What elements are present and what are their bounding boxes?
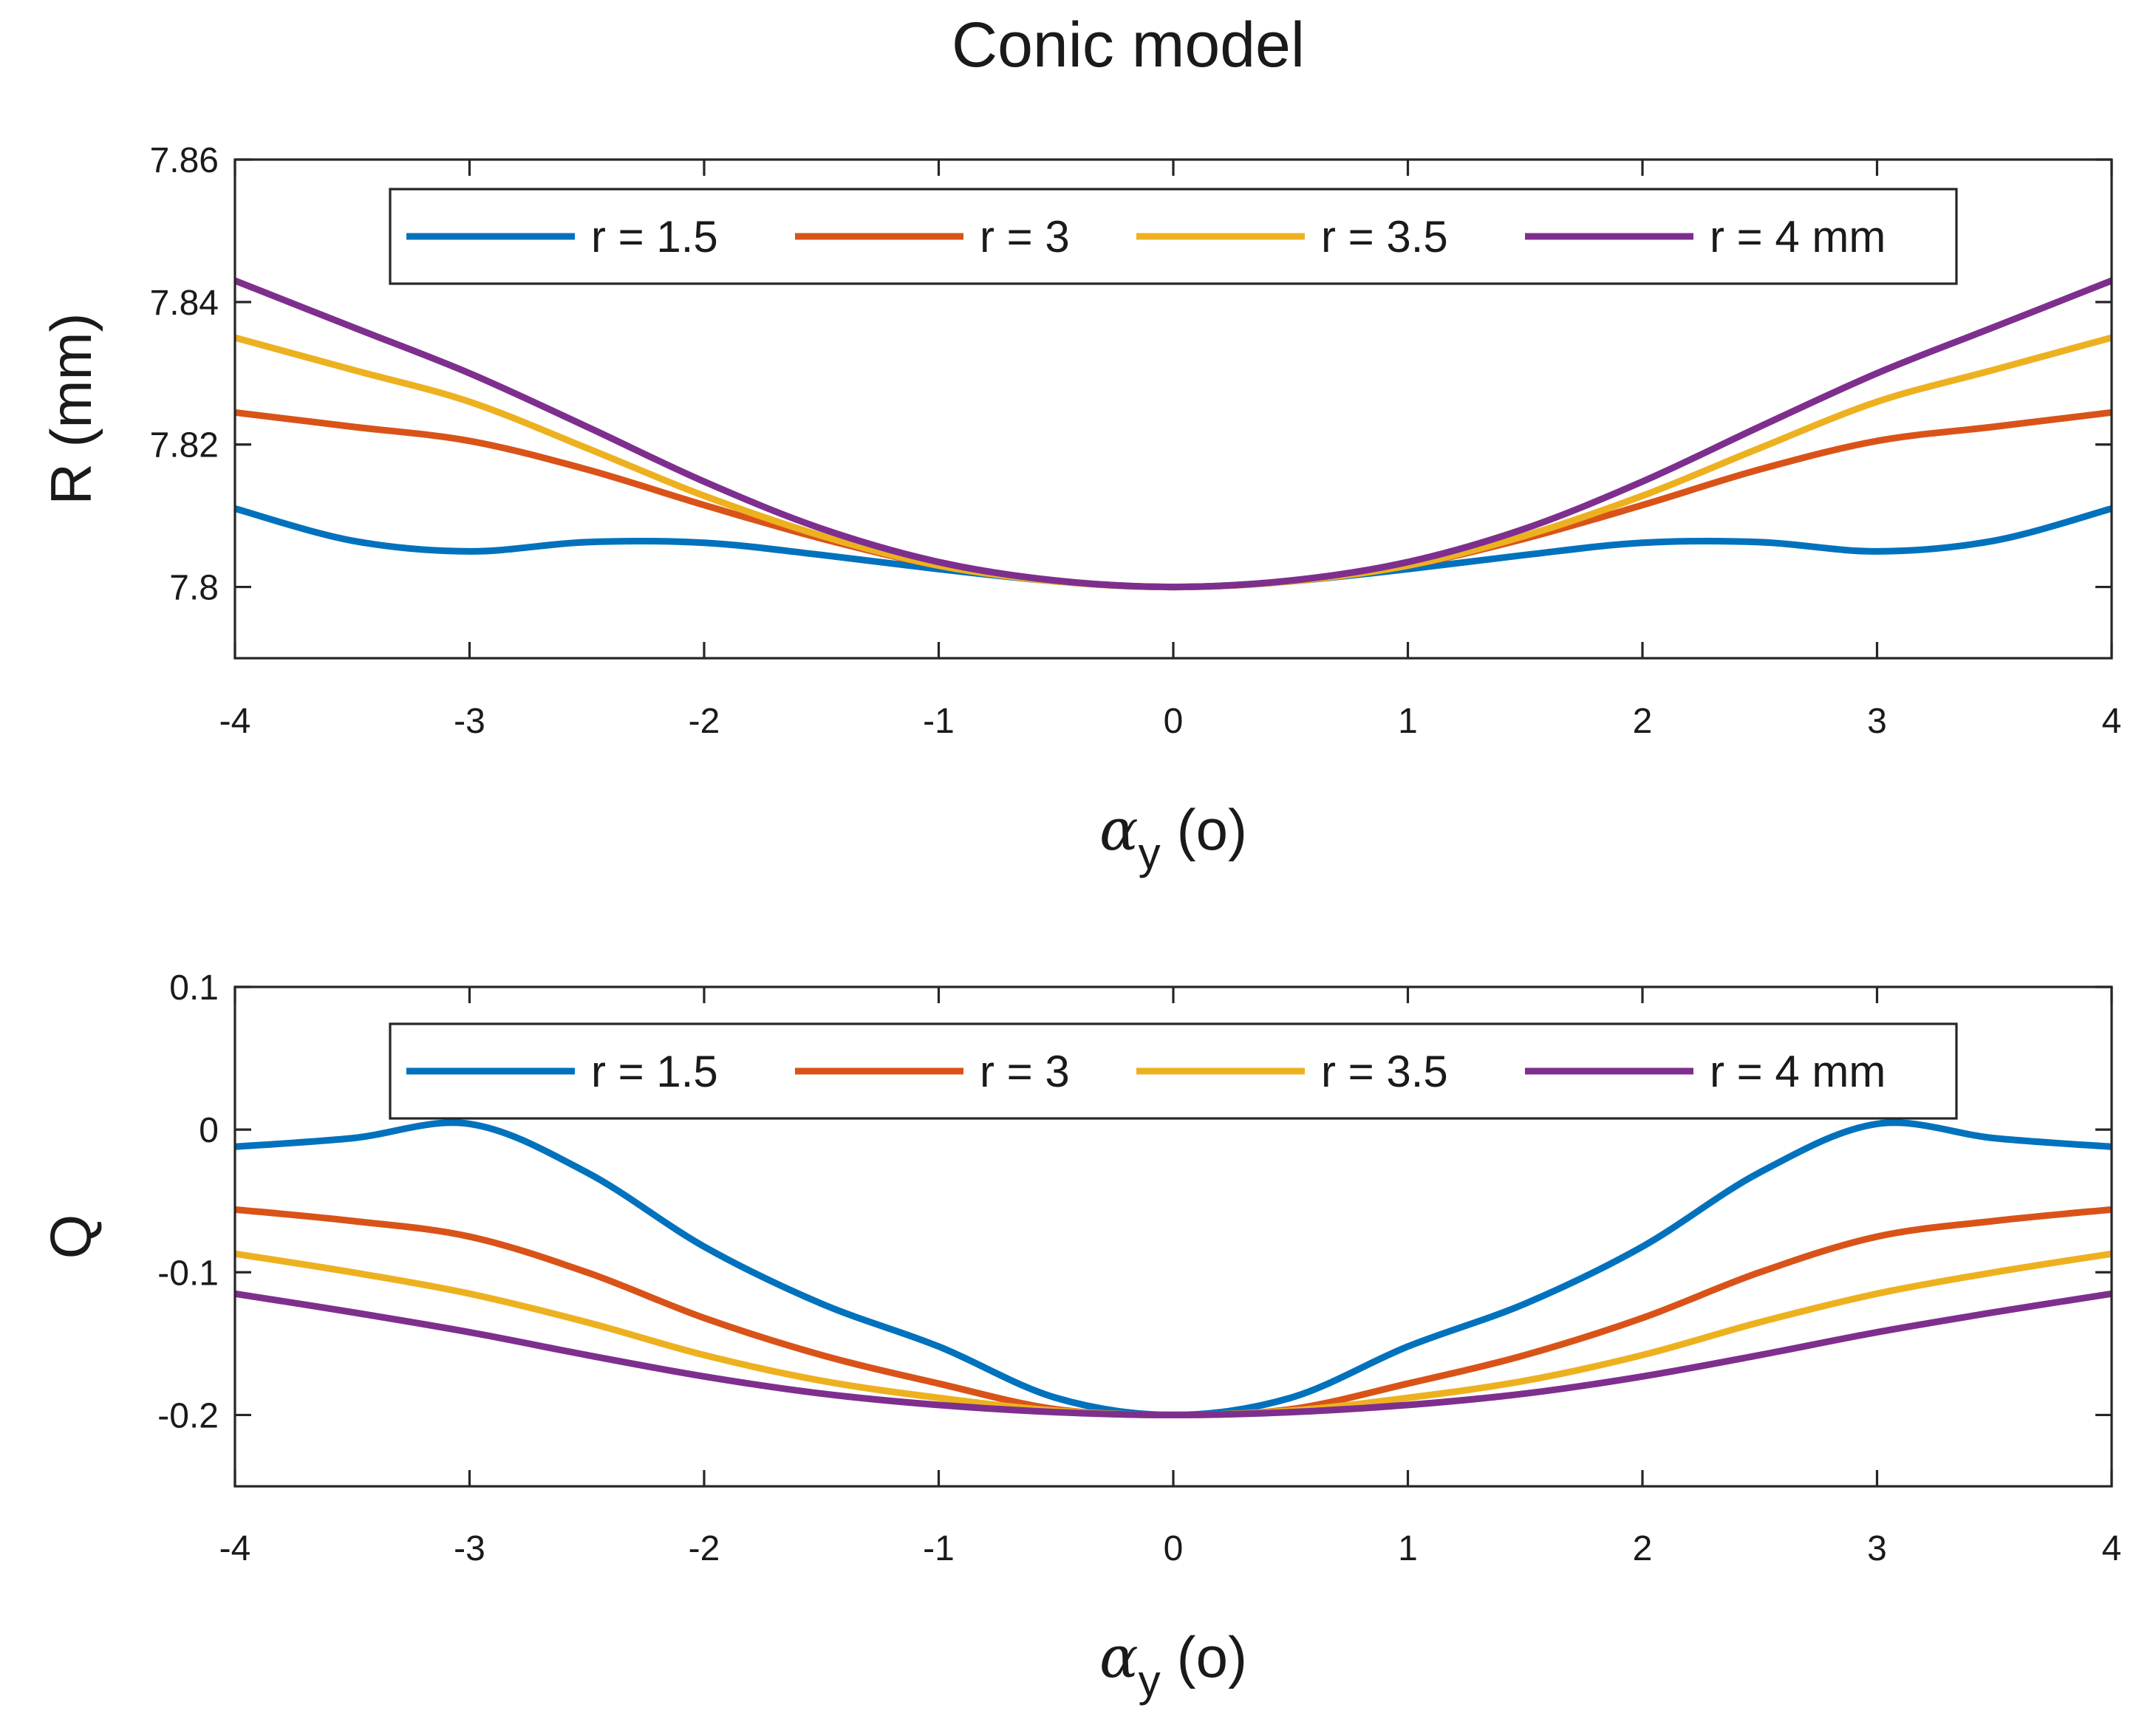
y-tick-label: 7.82 [150,426,219,465]
series-line-4 [235,1290,2112,1418]
y-tick-label: 7.84 [150,284,219,323]
legend-label: r = 3.5 [1321,212,1448,262]
x-axis-label-symbol: α [1099,1624,1139,1691]
x-axis-label-symbol: α [1099,797,1139,864]
x-tick-label: 3 [1867,1529,1887,1568]
y-tick-label: 7.86 [150,141,219,180]
legend-label: r = 3 [980,1047,1070,1096]
y-tick-label: -0.1 [157,1254,219,1293]
legend-label: r = 1.5 [591,1047,718,1096]
series-group [235,1119,2112,1418]
x-axis-label: αy (o) [1099,1624,1247,1706]
series-group [235,277,2112,591]
x-tick-label: 4 [2102,1529,2122,1568]
x-axis-label-subscript: y [1139,829,1161,878]
figure-title: Conic model [952,10,1305,81]
x-axis-label: αy (o) [1099,797,1247,878]
x-tick-label: -1 [923,702,955,741]
x-tick-label: 2 [1633,1529,1653,1568]
panel-1: -4 -3 -2 -1 0 1 2 3 4 7.8 7.82 7.84 7.86 R (mm) αy (o) r… [38,141,2121,878]
legend-label: r = 3 [980,212,1070,262]
x-tick-label: 1 [1398,1529,1418,1568]
series-line-4 [235,277,2112,591]
x-tick-label: -3 [454,702,485,741]
legend: r = 1.5 r = 3 r = 3.5 r = 4 mm [389,188,1958,285]
x-tick-label: 4 [2102,702,2122,741]
x-tick-label: -4 [219,1529,251,1568]
y-tick-label: -0.2 [157,1396,219,1435]
x-tick-label: 3 [1867,702,1887,741]
x-tick-label: -4 [219,702,251,741]
legend: r = 1.5 r = 3 r = 3.5 r = 4 mm [389,1022,1958,1120]
legend-label: r = 3.5 [1321,1047,1448,1096]
x-axis-label-unit: (o) [1177,797,1247,862]
legend-label: r = 1.5 [591,212,718,262]
y-axis-label: Q [38,1214,103,1260]
x-tick-label: 0 [1164,702,1184,741]
x-tick-label: -2 [689,1529,720,1568]
x-tick-label: -1 [923,1529,955,1568]
y-tick-label: 0 [199,1111,219,1150]
x-axis-label-unit: (o) [1177,1624,1247,1689]
x-axis-label-subscript: y [1139,1656,1161,1706]
x-tick-label: 0 [1164,1529,1184,1568]
x-tick-label: -2 [689,702,720,741]
chart-panels: -4 -3 -2 -1 0 1 2 3 47.87.827.847.86R (mm)αy (o)r… [38,141,2121,1706]
x-tick-label: 2 [1633,702,1653,741]
x-tick-label: 1 [1398,702,1418,741]
y-tick-label: 7.8 [169,569,219,608]
legend-label: r = 4 mm [1710,212,1886,262]
y-tick-label: 0.1 [169,968,219,1008]
x-tick-label: -3 [454,1529,485,1568]
legend-label: r = 4 mm [1710,1047,1886,1096]
y-axis-label: R (mm) [38,313,103,505]
